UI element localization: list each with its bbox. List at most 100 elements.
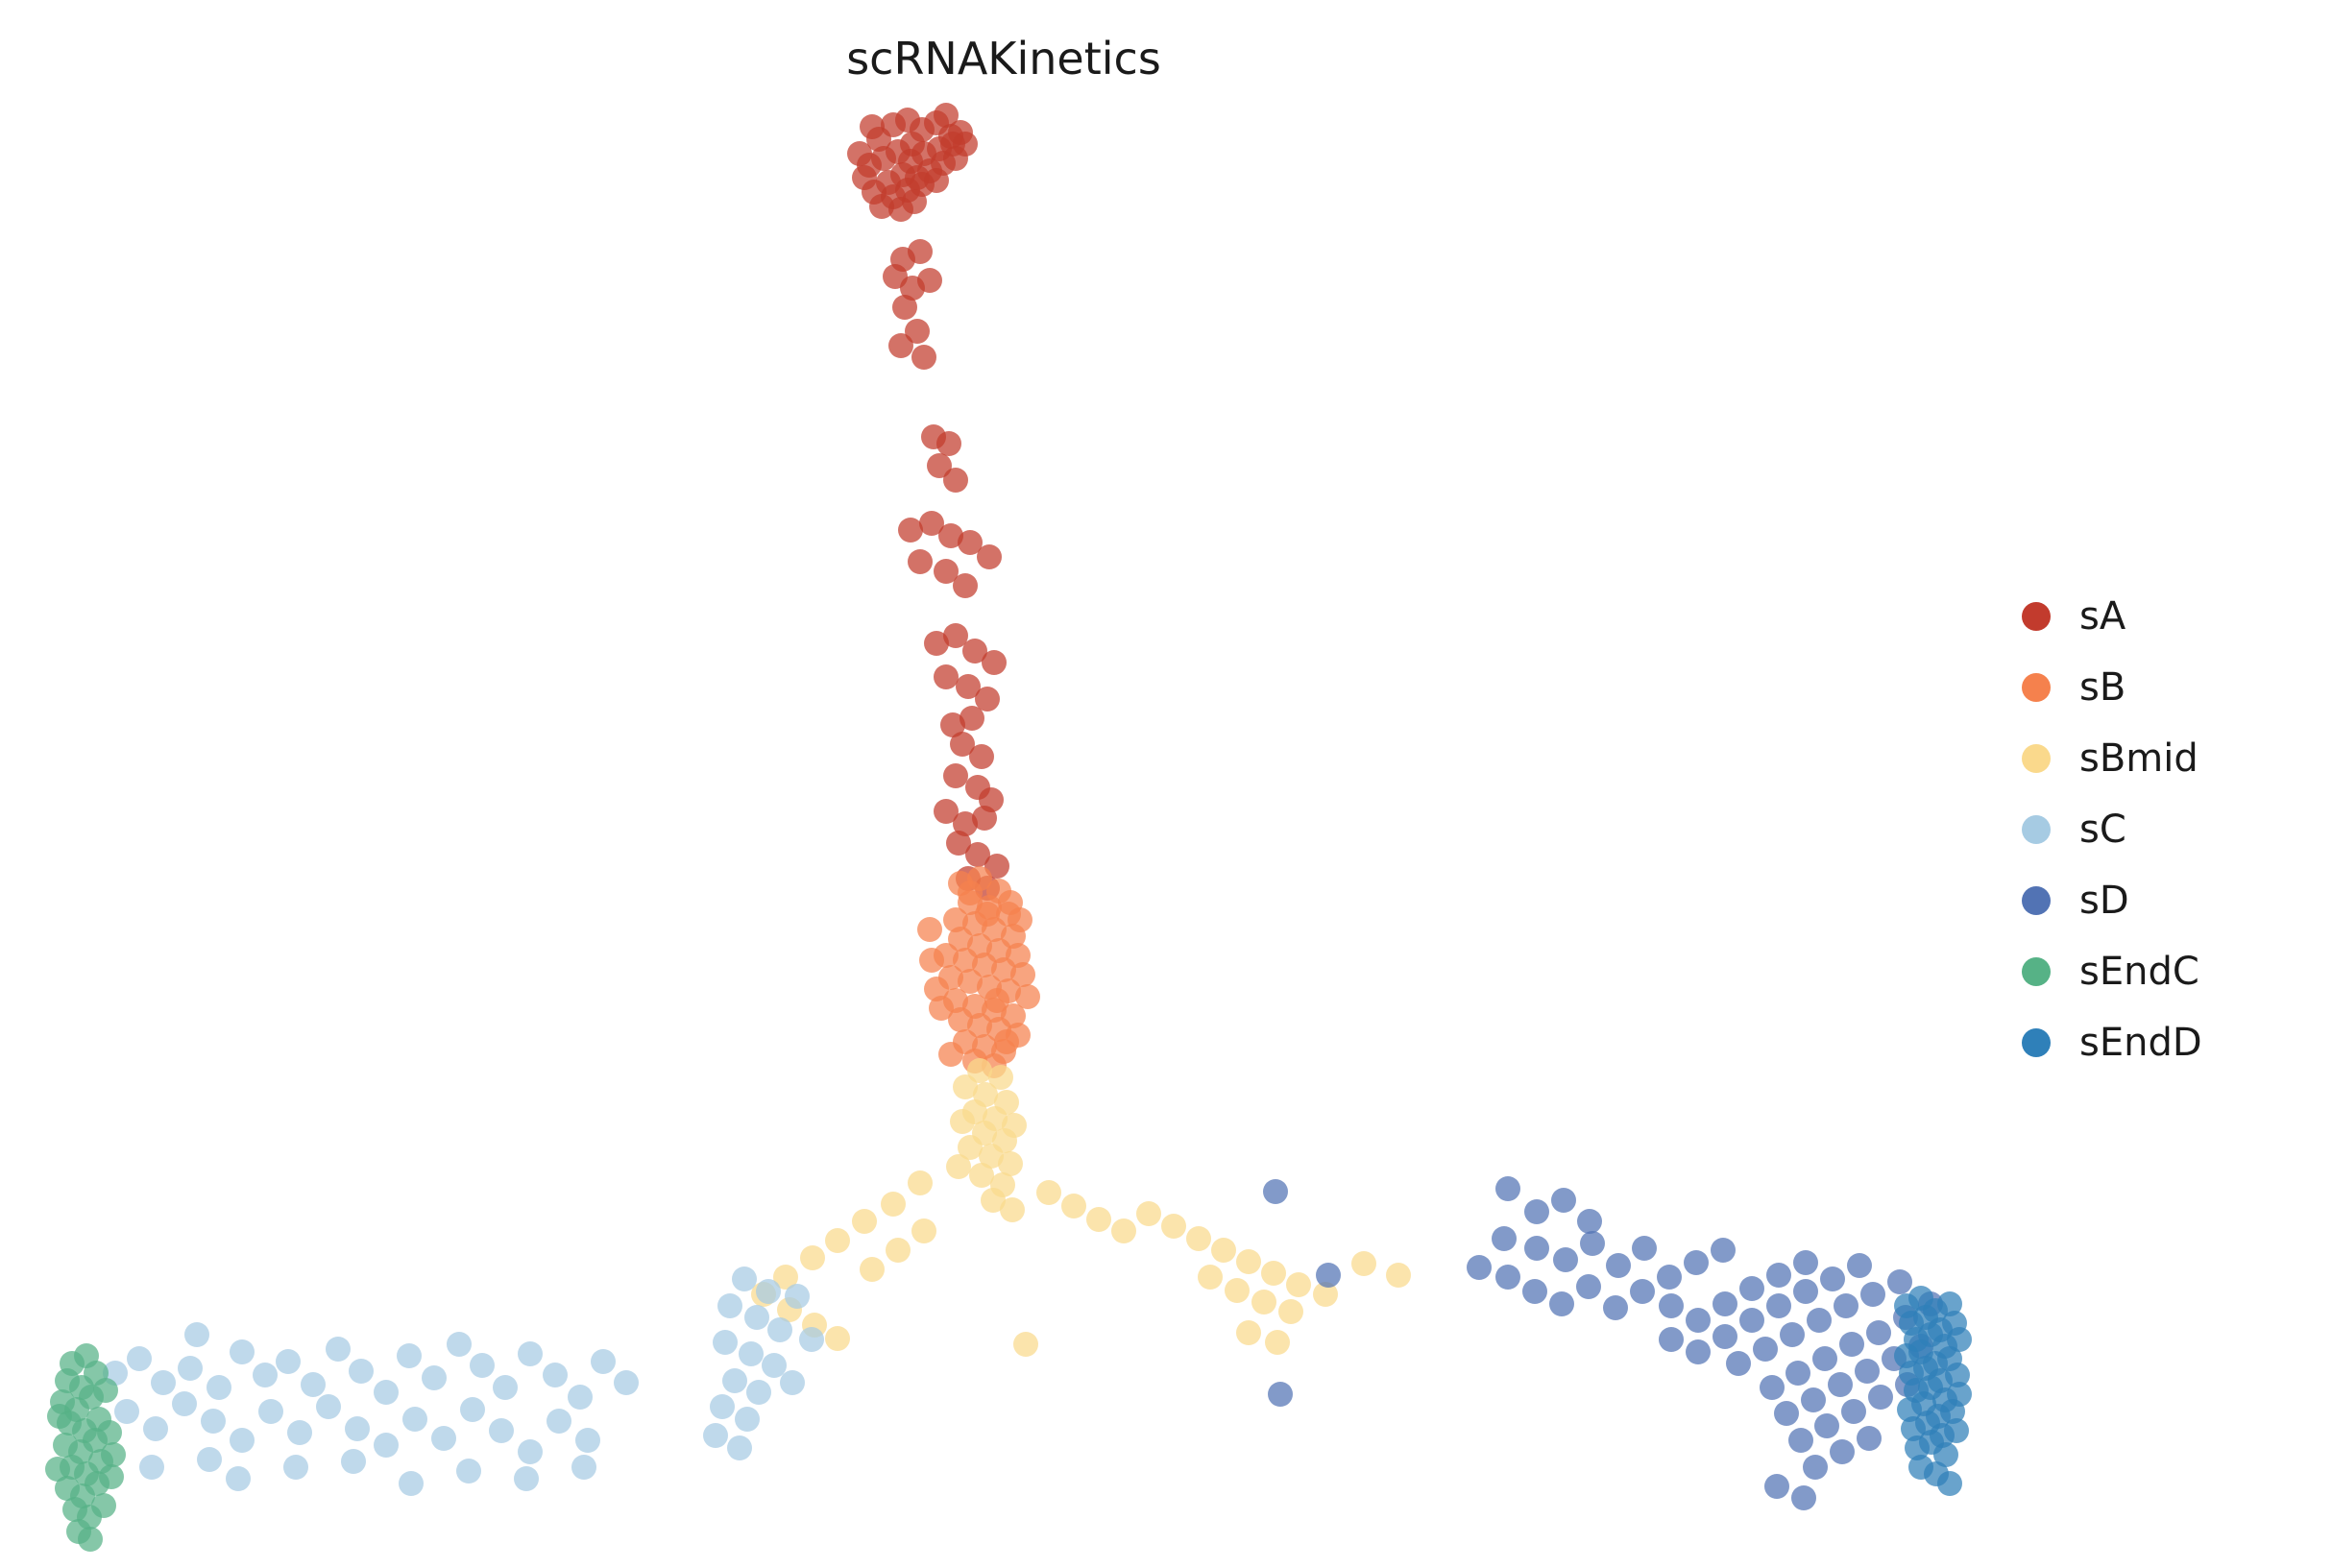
- data-point: [1766, 1293, 1791, 1318]
- data-point: [1855, 1359, 1880, 1384]
- data-point: [1211, 1238, 1236, 1263]
- data-point: [397, 1343, 422, 1368]
- data-point: [1940, 1399, 1965, 1424]
- data-point: [1549, 1291, 1574, 1316]
- data-point: [860, 1257, 885, 1282]
- data-point: [1793, 1279, 1818, 1304]
- data-point: [201, 1409, 226, 1434]
- series-sEndC: [45, 1343, 126, 1552]
- data-point: [744, 1305, 769, 1330]
- data-point: [953, 811, 978, 836]
- data-point: [984, 988, 1009, 1013]
- data-point: [1739, 1276, 1764, 1301]
- data-point: [230, 1339, 255, 1364]
- data-point: [967, 1013, 992, 1038]
- data-point: [1791, 1485, 1816, 1510]
- data-point: [948, 1007, 973, 1032]
- data-point: [1785, 1361, 1810, 1386]
- legend: sA sB sBmid sC sD sEndC sEndD: [2022, 593, 2202, 1066]
- data-point: [518, 1341, 543, 1366]
- data-point: [287, 1420, 312, 1445]
- data-point: [1580, 1231, 1605, 1256]
- data-point: [1857, 1426, 1882, 1451]
- data-point: [283, 1455, 308, 1480]
- data-point: [1261, 1261, 1286, 1286]
- data-point: [1630, 1279, 1655, 1304]
- data-point: [732, 1266, 757, 1291]
- data-point: [927, 453, 952, 478]
- data-point: [1944, 1418, 1969, 1443]
- data-point: [518, 1439, 543, 1464]
- data-point: [1860, 1282, 1885, 1307]
- data-point: [917, 268, 942, 293]
- data-point: [908, 549, 933, 574]
- data-point: [1834, 1293, 1858, 1318]
- data-point: [911, 345, 936, 370]
- data-point: [1263, 1179, 1288, 1204]
- data-point: [905, 319, 930, 344]
- data-point: [785, 1284, 810, 1309]
- data-point: [1841, 1399, 1866, 1424]
- data-point: [958, 1135, 983, 1160]
- data-point: [139, 1455, 164, 1480]
- data-point: [860, 114, 885, 139]
- data-point: [934, 799, 959, 824]
- series-sA: [847, 103, 1009, 901]
- data-point: [898, 518, 923, 543]
- data-point: [735, 1407, 760, 1432]
- data-point: [756, 1279, 781, 1304]
- data-point: [1198, 1265, 1223, 1290]
- data-point: [591, 1349, 616, 1374]
- data-point: [47, 1404, 72, 1429]
- data-point: [938, 1042, 963, 1067]
- data-point: [917, 917, 942, 942]
- data-point: [1386, 1263, 1411, 1288]
- data-point: [1711, 1238, 1736, 1263]
- data-point: [958, 530, 983, 555]
- data-point: [710, 1394, 735, 1419]
- data-point: [1684, 1250, 1709, 1275]
- legend-label: sA: [2079, 594, 2126, 639]
- data-point: [45, 1457, 70, 1482]
- data-point: [1061, 1194, 1086, 1218]
- data-point: [1774, 1401, 1799, 1426]
- data-point: [767, 1317, 792, 1342]
- data-point: [886, 1238, 911, 1263]
- legend-item-sEndD: sEndD: [2022, 1020, 2202, 1066]
- data-point: [703, 1423, 728, 1448]
- data-point: [908, 1170, 933, 1195]
- data-point: [143, 1416, 168, 1441]
- data-point: [456, 1459, 481, 1484]
- data-point: [568, 1385, 593, 1410]
- data-point: [746, 1380, 771, 1405]
- data-point: [1686, 1308, 1711, 1333]
- data-point: [1577, 1209, 1602, 1234]
- data-point: [938, 523, 963, 548]
- data-point: [1887, 1269, 1912, 1294]
- data-point: [911, 1218, 936, 1243]
- data-point: [345, 1416, 370, 1441]
- legend-marker-icon: [2022, 673, 2051, 702]
- data-point: [934, 664, 959, 689]
- data-point: [1010, 962, 1035, 987]
- data-point: [800, 1245, 825, 1270]
- data-point: [151, 1370, 176, 1395]
- data-point: [253, 1363, 278, 1387]
- data-point: [1803, 1455, 1828, 1480]
- data-point: [349, 1359, 374, 1384]
- data-point: [1265, 1330, 1290, 1355]
- data-point: [543, 1363, 568, 1387]
- legend-marker-icon: [2022, 886, 2051, 915]
- data-point: [713, 1330, 738, 1355]
- data-point: [1659, 1327, 1684, 1352]
- data-point: [1760, 1375, 1785, 1400]
- series-sBmid: [751, 1058, 1411, 1357]
- data-point: [1313, 1282, 1338, 1307]
- data-point: [301, 1372, 326, 1397]
- data-point: [924, 631, 949, 656]
- data-point: [258, 1399, 283, 1424]
- data-point: [1036, 1180, 1061, 1205]
- data-point: [1766, 1263, 1791, 1288]
